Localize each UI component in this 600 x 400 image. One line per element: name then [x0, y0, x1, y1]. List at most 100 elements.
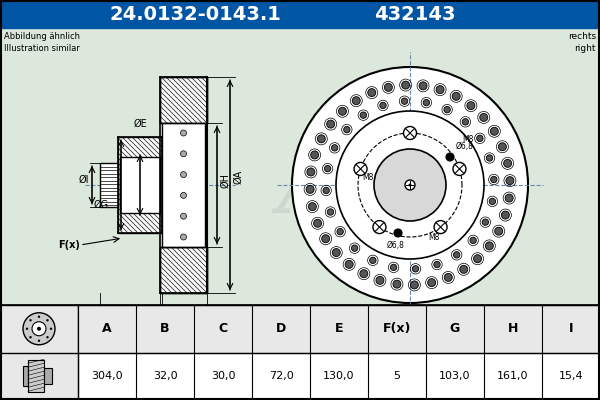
- Circle shape: [307, 168, 315, 176]
- Text: D: D: [149, 335, 157, 345]
- Text: ATE: ATE: [277, 150, 463, 230]
- Circle shape: [311, 151, 319, 159]
- Text: 161,0: 161,0: [497, 371, 529, 381]
- Circle shape: [428, 279, 436, 287]
- Circle shape: [38, 316, 40, 318]
- Circle shape: [453, 162, 466, 176]
- Text: B: B: [180, 315, 187, 325]
- Circle shape: [503, 159, 512, 167]
- Text: ØA: ØA: [233, 170, 243, 184]
- Circle shape: [482, 219, 488, 225]
- Bar: [0, 305, 600, 400]
- Circle shape: [292, 67, 528, 303]
- Text: 304,0: 304,0: [91, 371, 123, 381]
- Circle shape: [505, 194, 513, 202]
- Circle shape: [380, 102, 386, 109]
- Circle shape: [444, 106, 451, 113]
- Text: M8: M8: [362, 172, 374, 182]
- Circle shape: [32, 322, 46, 336]
- Circle shape: [412, 266, 419, 272]
- Circle shape: [454, 252, 460, 258]
- Circle shape: [181, 213, 187, 219]
- Circle shape: [308, 203, 316, 211]
- Bar: [44, 368, 52, 384]
- Bar: [0, 28, 600, 305]
- Circle shape: [499, 143, 506, 151]
- Circle shape: [352, 245, 358, 251]
- Text: C: C: [218, 322, 227, 335]
- Text: G: G: [450, 322, 460, 335]
- Circle shape: [37, 327, 41, 331]
- Circle shape: [434, 220, 447, 234]
- Circle shape: [436, 86, 444, 94]
- Circle shape: [181, 130, 187, 136]
- Circle shape: [317, 135, 325, 143]
- Bar: [0, 0, 600, 28]
- Circle shape: [405, 180, 415, 190]
- Circle shape: [404, 126, 416, 140]
- Text: C (MTH): C (MTH): [168, 314, 207, 324]
- Circle shape: [502, 211, 509, 219]
- Circle shape: [476, 135, 483, 142]
- Text: ØG: ØG: [94, 200, 109, 210]
- Circle shape: [23, 313, 55, 345]
- Circle shape: [462, 119, 469, 125]
- Text: F(x): F(x): [383, 322, 411, 335]
- Text: ØH: ØH: [220, 172, 230, 188]
- Text: 30,0: 30,0: [211, 371, 235, 381]
- Circle shape: [345, 260, 353, 268]
- Circle shape: [373, 220, 386, 234]
- Circle shape: [29, 336, 32, 338]
- Text: H: H: [508, 322, 518, 335]
- Text: B: B: [160, 322, 170, 335]
- Circle shape: [336, 111, 484, 259]
- Text: 24.0132-0143.1: 24.0132-0143.1: [109, 4, 281, 24]
- Bar: [120, 157, 160, 213]
- Circle shape: [446, 153, 454, 161]
- Text: M8: M8: [428, 232, 439, 242]
- Circle shape: [332, 248, 340, 256]
- Text: I: I: [569, 322, 573, 335]
- Circle shape: [338, 107, 346, 115]
- Text: 72,0: 72,0: [269, 371, 293, 381]
- Bar: [118, 137, 162, 233]
- Circle shape: [452, 92, 460, 100]
- Bar: [78, 305, 600, 352]
- Bar: [0, 305, 78, 400]
- Circle shape: [322, 235, 329, 243]
- Circle shape: [181, 151, 187, 157]
- Circle shape: [327, 209, 334, 215]
- Text: 15,4: 15,4: [559, 371, 583, 381]
- Circle shape: [374, 149, 446, 221]
- Circle shape: [495, 227, 503, 235]
- Circle shape: [325, 166, 331, 172]
- Circle shape: [337, 228, 343, 235]
- Circle shape: [368, 89, 376, 97]
- Circle shape: [410, 281, 418, 289]
- Bar: [162, 123, 205, 247]
- Bar: [28, 360, 44, 392]
- Text: 103,0: 103,0: [439, 371, 471, 381]
- Circle shape: [181, 234, 187, 240]
- Text: rechts
right: rechts right: [568, 32, 596, 53]
- Circle shape: [460, 265, 468, 273]
- Text: Abbildung ähnlich
Illustration similar: Abbildung ähnlich Illustration similar: [4, 32, 80, 53]
- Circle shape: [314, 219, 322, 227]
- Circle shape: [467, 102, 475, 110]
- Circle shape: [50, 328, 52, 330]
- Circle shape: [434, 261, 440, 268]
- Text: Ø6,8: Ø6,8: [387, 241, 405, 250]
- Circle shape: [354, 162, 367, 176]
- Circle shape: [29, 319, 32, 322]
- Circle shape: [323, 187, 329, 194]
- Circle shape: [444, 273, 452, 281]
- Text: E: E: [335, 322, 343, 335]
- Circle shape: [181, 192, 187, 198]
- Bar: [100, 163, 118, 207]
- Bar: [160, 77, 207, 123]
- Circle shape: [485, 242, 493, 250]
- Circle shape: [46, 336, 49, 338]
- Circle shape: [409, 184, 412, 186]
- Text: A: A: [102, 322, 112, 335]
- Circle shape: [370, 257, 376, 264]
